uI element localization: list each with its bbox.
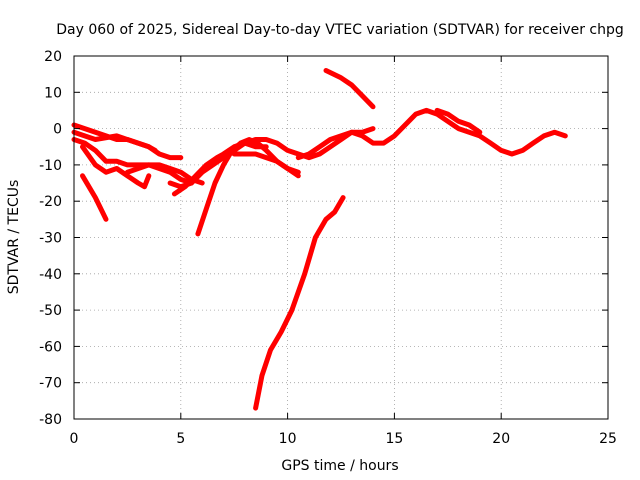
series-track-n [295, 107, 568, 161]
y-axis-label: SDTVAR / TECUs [6, 180, 22, 295]
y-tick-label: 0 [53, 122, 62, 138]
series-track-l [253, 195, 346, 411]
x-tick-label: 10 [279, 431, 297, 447]
x-tick-label: 15 [385, 431, 403, 447]
x-tick-label: 0 [70, 431, 79, 447]
y-tick-label: 10 [44, 85, 62, 101]
series-group [71, 68, 568, 411]
grid [74, 56, 608, 419]
y-tick-label: -80 [39, 412, 62, 428]
axis-ticks: 0 5 10 15 20 25 20 10 0 -10 -20 -30 -40 -50 -60 -70 -80 [39, 49, 617, 447]
series-track-m [323, 68, 376, 110]
series-track-f [124, 162, 194, 186]
y-tick-label: -50 [39, 303, 62, 319]
chart-title: Day 060 of 2025, Sidereal Day-to-day VTE… [56, 22, 624, 38]
series-track-d [71, 137, 205, 186]
y-tick-label: -10 [39, 158, 62, 174]
x-tick-label: 5 [176, 431, 185, 447]
y-tick-label: -40 [39, 267, 62, 283]
x-tick-label: 20 [492, 431, 510, 447]
series-track-k [231, 151, 301, 175]
x-tick-label: 25 [599, 431, 617, 447]
series-track-b [71, 129, 184, 161]
y-tick-label: -20 [39, 194, 62, 210]
y-tick-label: 20 [44, 49, 62, 65]
series-track-e [80, 173, 109, 222]
y-tick-label: -30 [39, 231, 62, 247]
series-track-o [434, 107, 483, 135]
y-tick-label: -60 [39, 339, 62, 355]
series-track-c [80, 144, 152, 190]
y-tick-label: -70 [39, 376, 62, 392]
x-axis-label: GPS time / hours [281, 458, 398, 474]
